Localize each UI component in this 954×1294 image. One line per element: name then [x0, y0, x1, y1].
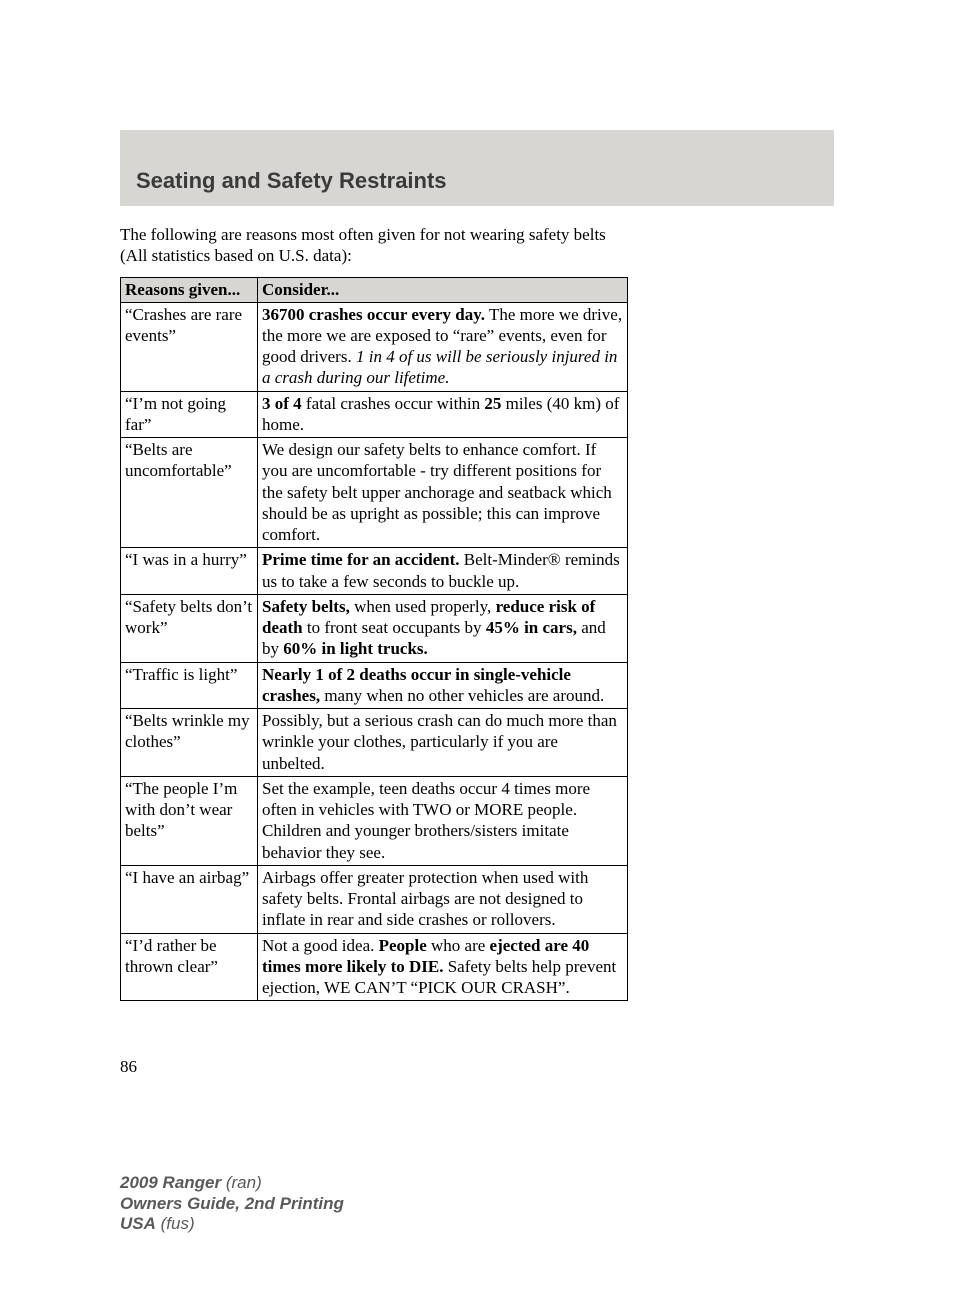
consider-cell: We design our safety belts to enhance co…: [258, 438, 628, 548]
reason-cell: “I’m not going far”: [121, 391, 258, 438]
reason-cell: “Belts wrinkle my clothes”: [121, 709, 258, 777]
intro-paragraph: The following are reasons most often giv…: [120, 224, 834, 267]
consider-cell: 3 of 4 fatal crashes occur within 25 mil…: [258, 391, 628, 438]
reason-cell: “Belts are uncomfortable”: [121, 438, 258, 548]
consider-cell: Safety belts, when used properly, reduce…: [258, 594, 628, 662]
consider-cell: Nearly 1 of 2 deaths occur in single-veh…: [258, 662, 628, 709]
text-bold: 25: [484, 394, 501, 413]
text: who are: [427, 936, 490, 955]
document-page: Seating and Safety Restraints The follow…: [0, 0, 954, 1294]
reason-cell: “I’d rather be thrown clear”: [121, 933, 258, 1001]
text-bold: 45% in cars,: [486, 618, 577, 637]
text: fatal crashes occur within: [302, 394, 485, 413]
consider-cell: Airbags offer greater protection when us…: [258, 865, 628, 933]
consider-cell: Prime time for an accident. Belt-Minder®…: [258, 548, 628, 595]
text: Set the example, teen deaths occur 4 tim…: [262, 779, 590, 862]
consider-cell: 36700 crashes occur every day. The more …: [258, 302, 628, 391]
text-bold: Prime time for an accident.: [262, 550, 459, 569]
reason-cell: “I have an airbag”: [121, 865, 258, 933]
footer-code: (ran): [221, 1173, 262, 1192]
table-row: “Safety belts don’t work” Safety belts, …: [121, 594, 628, 662]
table-row: “I’m not going far” 3 of 4 fatal crashes…: [121, 391, 628, 438]
reason-cell: “I was in a hurry”: [121, 548, 258, 595]
text: Not a good idea.: [262, 936, 379, 955]
footer: 2009 Ranger (ran) Owners Guide, 2nd Prin…: [120, 1173, 834, 1234]
intro-line-2: (All statistics based on U.S. data):: [120, 246, 352, 265]
footer-guide: Owners Guide, 2nd Printing: [120, 1194, 344, 1213]
footer-line-3: USA (fus): [120, 1214, 834, 1234]
text-bold: 3 of 4: [262, 394, 302, 413]
footer-line-2: Owners Guide, 2nd Printing: [120, 1194, 834, 1214]
footer-line-1: 2009 Ranger (ran): [120, 1173, 834, 1193]
table-row: “Traffic is light” Nearly 1 of 2 deaths …: [121, 662, 628, 709]
consider-cell: Not a good idea. People who are ejected …: [258, 933, 628, 1001]
text: Airbags offer greater protection when us…: [262, 868, 588, 930]
table-row: “Crashes are rare events” 36700 crashes …: [121, 302, 628, 391]
consider-cell: Set the example, teen deaths occur 4 tim…: [258, 776, 628, 865]
table-header-row: Reasons given... Consider...: [121, 277, 628, 302]
table-row: “I have an airbag” Airbags offer greater…: [121, 865, 628, 933]
text: many when no other vehicles are around.: [320, 686, 604, 705]
reasons-table: Reasons given... Consider... “Crashes ar…: [120, 277, 628, 1002]
text: Possibly, but a serious crash can do muc…: [262, 711, 617, 773]
table-row: “The people I’m with don’t wear belts” S…: [121, 776, 628, 865]
page-number: 86: [120, 1057, 834, 1077]
footer-region-code: (fus): [156, 1214, 195, 1233]
text-bold: 36700 crashes occur every day.: [262, 305, 485, 324]
table-row: “I was in a hurry” Prime time for an acc…: [121, 548, 628, 595]
text-bold: 60% in light trucks.: [283, 639, 428, 658]
section-header-band: Seating and Safety Restraints: [120, 130, 834, 206]
text: when used properly,: [350, 597, 496, 616]
intro-line-1: The following are reasons most often giv…: [120, 225, 606, 244]
table-row: “Belts wrinkle my clothes” Possibly, but…: [121, 709, 628, 777]
footer-model: 2009 Ranger: [120, 1173, 221, 1192]
section-title: Seating and Safety Restraints: [136, 168, 447, 193]
col-header-reasons: Reasons given...: [121, 277, 258, 302]
text: We design our safety belts to enhance co…: [262, 440, 612, 544]
reason-cell: “Crashes are rare events”: [121, 302, 258, 391]
footer-region: USA: [120, 1214, 156, 1233]
text: to front seat occupants by: [303, 618, 486, 637]
text-bold: People: [379, 936, 427, 955]
col-header-consider: Consider...: [258, 277, 628, 302]
table-row: “Belts are uncomfortable” We design our …: [121, 438, 628, 548]
table-row: “I’d rather be thrown clear” Not a good …: [121, 933, 628, 1001]
reason-cell: “The people I’m with don’t wear belts”: [121, 776, 258, 865]
reason-cell: “Traffic is light”: [121, 662, 258, 709]
consider-cell: Possibly, but a serious crash can do muc…: [258, 709, 628, 777]
text-bold: Safety belts,: [262, 597, 350, 616]
reason-cell: “Safety belts don’t work”: [121, 594, 258, 662]
